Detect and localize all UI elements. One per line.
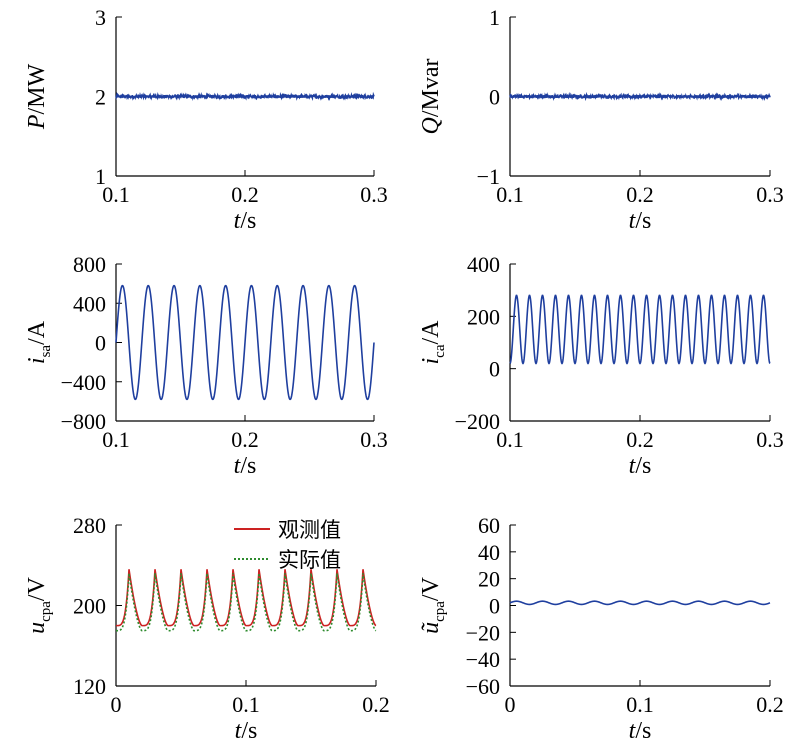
x-tick-label: 0.2 [231, 427, 259, 452]
x-tick-label: 0.2 [231, 182, 259, 207]
x-tick-label: 0.3 [756, 427, 784, 452]
panel-2: −1 0 1 0.1 0.2 0.3 t/s Q/Mvar [418, 5, 784, 234]
y-tick-label: 3 [95, 5, 106, 30]
y-tick-label: −400 [61, 370, 106, 395]
y-tick-label: −1 [477, 164, 500, 189]
series-line-1 [509, 91, 771, 102]
x-axis-label: t/s [235, 718, 258, 744]
y-tick-label: 280 [73, 513, 106, 538]
y-axis-label: P/MW [24, 63, 50, 130]
y-tick-label: 20 [478, 567, 500, 592]
y-tick-label: 0 [489, 357, 500, 382]
y-tick-label: 200 [467, 304, 500, 329]
x-tick-label: 0.1 [102, 427, 130, 452]
y-tick-label: −800 [61, 409, 106, 434]
x-axis-label: t/s [629, 718, 652, 744]
x-axis-label: t/s [629, 453, 652, 479]
y-tick-label: −40 [466, 647, 500, 672]
x-tick-label: 0.3 [756, 182, 784, 207]
x-axis-label: t/s [234, 208, 257, 234]
y-tick-label: 400 [467, 252, 500, 277]
x-axis-label: t/s [234, 453, 257, 479]
y-axis-label: isa/A [24, 320, 54, 364]
x-tick-label: 0.1 [626, 692, 654, 717]
y-tick-label: −200 [455, 409, 500, 434]
legend-label: 实际值 [278, 548, 341, 572]
x-tick-label: 0.2 [362, 692, 390, 717]
panel-1: 1 2 3 0.1 0.2 0.3 t/s P/MW [24, 5, 388, 234]
series-line-1 [115, 91, 375, 102]
panel-3: −800 −400 0 400 800 0.1 0.2 0.3 t/s isa/A [24, 252, 388, 479]
y-tick-label: −60 [466, 674, 500, 699]
legend-label: 观测值 [278, 518, 341, 542]
x-axis-label: t/s [629, 208, 652, 234]
x-tick-label: 0.1 [496, 182, 524, 207]
series-line-1 [115, 569, 377, 627]
y-axis-label: Q/Mvar [418, 58, 444, 134]
x-tick-label: 0.1 [232, 692, 260, 717]
y-axis-label: ucpa/V [24, 576, 54, 633]
x-tick-label: 0.3 [360, 427, 388, 452]
y-tick-label: 2 [95, 85, 106, 110]
x-tick-label: 0.2 [626, 427, 654, 452]
y-tick-label: 0 [489, 594, 500, 619]
y-tick-label: 1 [95, 164, 106, 189]
series-line-1 [509, 600, 771, 606]
x-tick-label: 0.1 [496, 427, 524, 452]
y-tick-label: 120 [73, 674, 106, 699]
y-tick-label: 60 [478, 513, 500, 538]
panel-4: −200 0 200 400 0.1 0.2 0.3 t/s ica/A [418, 252, 784, 479]
x-tick-label: 0.2 [756, 692, 784, 717]
y-tick-label: −20 [466, 620, 500, 645]
x-tick-label: 0.2 [626, 182, 654, 207]
y-tick-label: 0 [489, 85, 500, 110]
series-line-2 [116, 573, 377, 632]
y-tick-label: 400 [73, 291, 106, 316]
y-tick-label: 200 [73, 594, 106, 619]
x-tick-label: 0 [111, 692, 122, 717]
y-tick-label: 1 [489, 5, 500, 30]
y-tick-label: 800 [73, 252, 106, 277]
y-tick-label: 40 [478, 540, 500, 565]
y-tick-label: 0 [95, 331, 106, 356]
x-tick-label: 0 [505, 692, 516, 717]
x-tick-label: 0.1 [102, 182, 130, 207]
series-line-1 [115, 284, 375, 401]
y-axis-label: ica/A [418, 320, 448, 365]
series-line-1 [509, 294, 771, 365]
x-tick-label: 0.3 [360, 182, 388, 207]
y-axis-label: ũcpa/V [418, 576, 448, 633]
